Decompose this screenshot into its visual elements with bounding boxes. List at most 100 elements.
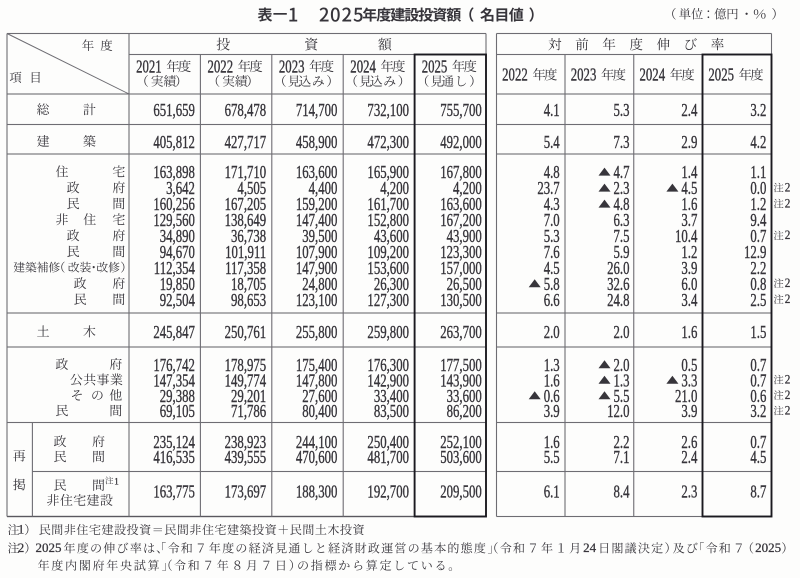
svg-text:27,600: 27,600 — [302, 387, 337, 407]
svg-text:92,504: 92,504 — [160, 291, 195, 311]
svg-text:250,400: 250,400 — [367, 433, 409, 453]
svg-text:2.4: 2.4 — [681, 448, 697, 468]
svg-text:1.5: 1.5 — [750, 323, 766, 343]
svg-text:405,812: 405,812 — [153, 133, 195, 153]
svg-text:5.9: 5.9 — [614, 243, 630, 263]
svg-text:127,300: 127,300 — [367, 291, 409, 311]
svg-text:2025: 2025 — [708, 66, 734, 86]
svg-text:259,800: 259,800 — [367, 323, 409, 343]
svg-text:178,975: 178,975 — [225, 356, 267, 376]
svg-text:427,717: 427,717 — [225, 133, 267, 153]
svg-text:1.6: 1.6 — [544, 371, 560, 391]
svg-text:160,256: 160,256 — [153, 195, 195, 215]
svg-text:7.5: 7.5 — [614, 227, 630, 247]
svg-text:1.3: 1.3 — [544, 356, 560, 376]
svg-text:6.3: 6.3 — [614, 211, 630, 231]
svg-text:2: 2 — [785, 227, 791, 242]
svg-text:188,300: 188,300 — [296, 482, 338, 502]
svg-text:1.6: 1.6 — [681, 323, 697, 343]
svg-text:4.7: 4.7 — [614, 163, 630, 183]
svg-text:5.3: 5.3 — [544, 227, 560, 247]
svg-text:171,710: 171,710 — [225, 163, 267, 183]
svg-text:71,786: 71,786 — [231, 402, 266, 422]
svg-text:238,923: 238,923 — [225, 433, 267, 453]
svg-text:2025: 2025 — [36, 540, 62, 555]
svg-text:1.6: 1.6 — [544, 433, 560, 453]
svg-text:163,898: 163,898 — [153, 163, 195, 183]
svg-text:2.0: 2.0 — [614, 323, 630, 343]
svg-text:167,200: 167,200 — [440, 211, 482, 231]
svg-text:0.8: 0.8 — [750, 275, 766, 295]
svg-text:192,700: 192,700 — [367, 482, 409, 502]
svg-text:173,697: 173,697 — [225, 482, 267, 502]
svg-text:4.5: 4.5 — [544, 259, 560, 279]
svg-text:98,653: 98,653 — [231, 291, 266, 311]
svg-text:5.4: 5.4 — [544, 133, 560, 153]
svg-text:0.5: 0.5 — [681, 356, 697, 376]
svg-text:678,478: 678,478 — [225, 101, 267, 121]
svg-text:1: 1 — [18, 521, 25, 536]
svg-text:10.4: 10.4 — [675, 227, 698, 247]
svg-text:3.2: 3.2 — [750, 402, 766, 422]
svg-text:86,200: 86,200 — [447, 402, 482, 422]
svg-text:4.8: 4.8 — [614, 195, 630, 215]
svg-text:235,124: 235,124 — [153, 433, 195, 453]
svg-text:2: 2 — [785, 372, 791, 387]
svg-text:439,555: 439,555 — [225, 448, 267, 468]
svg-text:163,600: 163,600 — [440, 195, 482, 215]
svg-text:3,642: 3,642 — [166, 179, 195, 199]
svg-text:7.3: 7.3 — [614, 133, 630, 153]
svg-text:4.1: 4.1 — [544, 101, 560, 121]
svg-text:3.9: 3.9 — [681, 259, 697, 279]
svg-text:147,800: 147,800 — [296, 371, 338, 391]
svg-text:2025: 2025 — [422, 57, 448, 77]
svg-text:26,500: 26,500 — [447, 275, 482, 295]
svg-text:163,775: 163,775 — [153, 482, 195, 502]
svg-text:39,500: 39,500 — [302, 227, 337, 247]
svg-text:117,358: 117,358 — [225, 259, 266, 279]
svg-text:8.7: 8.7 — [750, 482, 766, 502]
svg-text:167,205: 167,205 — [225, 195, 267, 215]
svg-text:101,911: 101,911 — [225, 243, 266, 263]
svg-text:3.4: 3.4 — [681, 291, 697, 311]
svg-text:2.3: 2.3 — [614, 179, 630, 199]
svg-text:157,000: 157,000 — [440, 259, 482, 279]
svg-text:83,500: 83,500 — [374, 402, 409, 422]
svg-text:2: 2 — [785, 387, 791, 402]
svg-text:0.6: 0.6 — [544, 387, 560, 407]
svg-text:2022: 2022 — [208, 57, 234, 77]
svg-text:6.6: 6.6 — [544, 291, 560, 311]
svg-text:161,700: 161,700 — [367, 195, 409, 215]
svg-text:32.6: 32.6 — [607, 275, 630, 295]
svg-text:263,700: 263,700 — [440, 323, 482, 343]
svg-text:8.4: 8.4 — [614, 482, 630, 502]
svg-text:209,500: 209,500 — [440, 482, 482, 502]
svg-text:3.2: 3.2 — [750, 101, 766, 121]
svg-text:142,900: 142,900 — [367, 371, 409, 391]
svg-text:33,400: 33,400 — [374, 387, 409, 407]
svg-text:26.0: 26.0 — [607, 259, 630, 279]
svg-text:123,300: 123,300 — [440, 243, 482, 263]
svg-text:149,774: 149,774 — [225, 371, 267, 391]
svg-text:714,700: 714,700 — [296, 101, 338, 121]
svg-text:2.6: 2.6 — [681, 433, 697, 453]
svg-text:2023: 2023 — [571, 66, 597, 86]
svg-text:470,600: 470,600 — [296, 448, 338, 468]
svg-text:43,600: 43,600 — [374, 227, 409, 247]
svg-text:2: 2 — [785, 196, 791, 211]
svg-text:0.7: 0.7 — [750, 356, 766, 376]
svg-text:36,738: 36,738 — [231, 227, 266, 247]
svg-text:2: 2 — [785, 291, 791, 306]
svg-text:2: 2 — [785, 275, 791, 290]
svg-text:2025: 2025 — [755, 540, 781, 555]
svg-text:2.5: 2.5 — [750, 291, 766, 311]
svg-text:3.9: 3.9 — [544, 402, 560, 422]
svg-text:177,500: 177,500 — [440, 356, 482, 376]
svg-text:123,100: 123,100 — [296, 291, 338, 311]
svg-text:159,200: 159,200 — [296, 195, 338, 215]
svg-text:651,659: 651,659 — [153, 101, 195, 121]
svg-text:69,105: 69,105 — [160, 402, 195, 422]
svg-text:1.2: 1.2 — [681, 243, 697, 263]
svg-text:109,200: 109,200 — [367, 243, 409, 263]
svg-text:472,300: 472,300 — [367, 133, 409, 153]
